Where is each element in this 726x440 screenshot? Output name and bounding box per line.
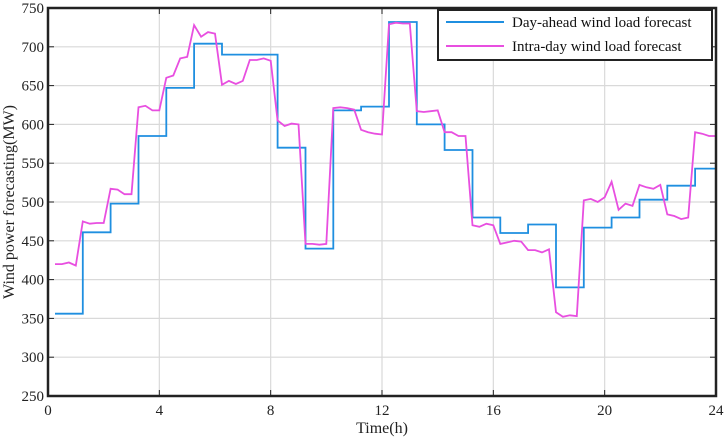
y-tick-label: 450 [22, 234, 45, 250]
y-tick-label: 250 [22, 389, 45, 405]
x-tick-label: 0 [44, 403, 52, 419]
y-tick-label: 500 [22, 195, 45, 211]
x-tick-label: 24 [709, 403, 725, 419]
tick-layer: 250 300 350 400 450 500 550 600 650 700 750 0 4 8 12 16… [22, 1, 725, 419]
y-tick-label: 700 [22, 40, 45, 56]
y-tick-label: 750 [22, 1, 45, 17]
x-tick-label: 16 [486, 403, 502, 419]
series-line-day-ahead [55, 21, 716, 315]
x-axis-label: Time(h) [356, 420, 408, 437]
legend-label-day-ahead: Day-ahead wind load forecast [512, 15, 692, 31]
x-tick-label: 8 [267, 403, 275, 419]
series-line-intra-day [55, 21, 716, 318]
y-axis-label: Wind power forecasting(MW) [1, 105, 18, 299]
y-tick-label: 400 [22, 273, 45, 289]
y-tick-label: 600 [22, 117, 45, 133]
x-tick-label: 12 [375, 403, 390, 419]
y-tick-label: 300 [22, 350, 45, 366]
legend-label-intra-day: Intra-day wind load forecast [512, 39, 682, 55]
y-tick-label: 650 [22, 79, 45, 95]
series-layer [55, 21, 716, 318]
legend-box [437, 9, 713, 61]
y-tick-label: 350 [22, 311, 45, 327]
x-tick-label: 20 [597, 403, 612, 419]
x-tick-label: 4 [156, 403, 164, 419]
y-tick-label: 550 [22, 156, 45, 172]
legend: Day-ahead wind load forecast Intra-day w… [437, 9, 713, 61]
grid-lines [48, 8, 716, 396]
